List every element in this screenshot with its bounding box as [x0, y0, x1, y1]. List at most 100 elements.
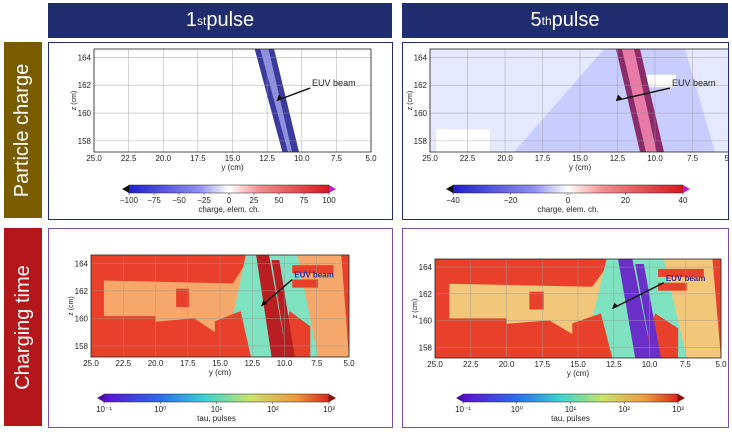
y-tick-label: 164: [75, 259, 89, 268]
y-tick-label: 158: [414, 137, 428, 146]
tau-block: [292, 279, 319, 288]
annotation-label: EUV beam: [294, 270, 334, 279]
x-tick-label: 20.0: [499, 360, 515, 369]
plot-tau-1st: 25.0 22.5 20.0 17.5 15.0 12.5 10.0 7.5 5.0 164 162…: [68, 254, 355, 423]
x-tick-label: 20.0: [155, 154, 171, 163]
colorbar-tick-label: −100: [120, 196, 139, 205]
y-tick-label: 160: [78, 109, 92, 118]
tau-block: [292, 265, 334, 274]
annotation-arrowhead: [616, 94, 622, 101]
x-tick-label: 7.5: [311, 359, 323, 368]
x-tick-label: 25.0: [86, 154, 102, 163]
column-header-ordinal: th: [541, 13, 552, 28]
x-tick-label: 5.0: [715, 360, 727, 369]
colorbar-tick-label: 0: [227, 196, 232, 205]
y-axis-label: z (cm): [407, 91, 414, 110]
euv-beam-stripe: [256, 255, 288, 357]
colorbar-tick-label: −50: [172, 196, 186, 205]
x-axis-label: y (cm): [221, 163, 244, 172]
euv-beam-core: [260, 49, 293, 152]
tau-block: [640, 313, 679, 358]
plot-charge-5th: 25.0 22.5 20.0 17.5 15.0 12.5 10.0 7.5 5.0 164 162…: [407, 48, 732, 214]
colorbar: [128, 184, 330, 194]
y-tick-label: 158: [75, 342, 89, 351]
y-tick-label: 164: [419, 263, 433, 272]
colorbar-tick-label: 10¹: [565, 405, 577, 414]
charge-field-gap: [640, 74, 676, 88]
x-tick-label: 17.5: [535, 154, 551, 163]
x-tick-label: 5.0: [724, 154, 728, 163]
plot-tau-5th: 25.0 22.5 20.0 17.5 15.0 12.5 10.0 7.5 5.0 164 162…: [412, 258, 727, 423]
colorbar-over-arrow: [683, 185, 690, 193]
euv-beam-stripe: [618, 259, 653, 358]
plot-frame: [93, 48, 372, 153]
colorbar-tick-label: −20: [504, 196, 518, 205]
colorbar-tick-label: 0: [566, 196, 571, 205]
x-tick-label: 12.5: [610, 154, 626, 163]
column-header-number: 1: [185, 9, 197, 31]
row-label-text: Charging time: [11, 264, 34, 390]
plot-frame: [434, 258, 722, 359]
colorbar-tick-label: 10³: [323, 405, 335, 414]
annotation-label: EUV beam: [666, 274, 706, 283]
colorbar-under-arrow: [456, 394, 463, 402]
tau-block: [658, 282, 687, 291]
x-tick-label: 15.0: [212, 359, 228, 368]
colorbar: [462, 393, 679, 403]
x-tick-label: 20.0: [497, 154, 513, 163]
x-tick-label: 7.5: [687, 154, 699, 163]
colorbar-under-arrow: [122, 185, 129, 193]
x-tick-label: 15.0: [225, 154, 241, 163]
y-tick-label: 164: [414, 53, 428, 62]
row-label-particle-charge: Particle charge: [4, 42, 42, 218]
tau-block: [572, 313, 613, 358]
annotation-arrowhead: [276, 94, 283, 101]
colorbar-tick-label: 10³: [672, 405, 684, 414]
x-tick-label: 12.5: [259, 154, 275, 163]
colorbar-tick-label: 10²: [618, 405, 630, 414]
column-header-rest: pulse: [206, 9, 255, 31]
colorbar-tick-label: −75: [147, 196, 161, 205]
colorbar-tick-label: 75: [300, 196, 309, 205]
colorbar-tick-label: −40: [446, 196, 460, 205]
panel-tau-5th: 25.0 22.5 20.0 17.5 15.0 12.5 10.0 7.5 5.0 164 162…: [402, 228, 729, 428]
annotation-arrow: [260, 278, 293, 307]
colorbar-label: tau, pulses: [551, 414, 590, 423]
x-tick-label: 7.5: [680, 360, 692, 369]
colorbar-tick-label: 10⁻¹: [96, 405, 112, 414]
colorbar-under-arrow: [97, 394, 104, 402]
colorbar-over-arrow: [678, 394, 685, 402]
x-tick-label: 22.5: [115, 359, 131, 368]
y-tick-label: 162: [419, 290, 433, 299]
colorbar-label: charge, elem. ch.: [537, 205, 598, 214]
x-tick-label: 12.5: [606, 360, 622, 369]
x-tick-label: 22.5: [460, 154, 476, 163]
y-tick-label: 162: [75, 287, 89, 296]
colorbar-tick-label: 100: [322, 196, 336, 205]
y-tick-label: 160: [414, 109, 428, 118]
y-axis-label: z (cm): [71, 91, 78, 110]
y-tick-label: 158: [78, 137, 92, 146]
x-tick-label: 12.5: [244, 359, 260, 368]
y-tick-label: 162: [414, 81, 428, 90]
annotation-arrowhead: [612, 302, 619, 309]
colorbar-label: charge, elem. ch.: [198, 205, 259, 214]
euv-beam-stripe: [635, 263, 661, 358]
x-tick-label: 5.0: [365, 154, 377, 163]
row-label-text: Particle charge: [11, 63, 34, 197]
x-tick-label: 10.0: [647, 154, 663, 163]
tau-block: [529, 291, 544, 310]
plot-frame: [90, 254, 350, 358]
y-tick-label: 158: [419, 343, 433, 352]
colorbar: [452, 184, 684, 194]
tau-block: [214, 311, 251, 357]
colorbar-over-arrow: [329, 394, 336, 402]
tau-block: [276, 311, 311, 357]
x-tick-label: 5.0: [343, 359, 355, 368]
row-label-charging-time: Charging time: [4, 228, 42, 426]
x-axis-label: y (cm): [209, 368, 232, 377]
column-header-number: 5: [530, 9, 542, 31]
tau-block: [176, 288, 190, 308]
x-tick-label: 25.0: [422, 154, 438, 163]
